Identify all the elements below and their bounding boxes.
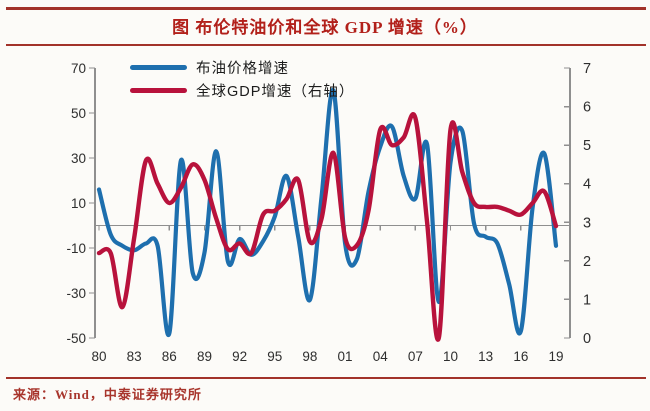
source-note: 来源：Wind，中泰证券研究所 bbox=[13, 387, 202, 402]
x-axis-label: 01 bbox=[338, 349, 353, 364]
y-axis-label-right: 6 bbox=[583, 100, 591, 116]
legend-label-oil: 布油价格增速 bbox=[196, 61, 289, 77]
x-axis-label: 89 bbox=[197, 349, 212, 364]
legend-label-gdp: 全球GDP增速（右轴） bbox=[196, 84, 355, 100]
page-title: 图 布伦特油价和全球 GDP 增速（%） bbox=[172, 18, 478, 37]
y-axis-label-right: 2 bbox=[583, 254, 591, 270]
y-axis-label-left: -10 bbox=[66, 241, 86, 256]
x-axis-label: 98 bbox=[302, 349, 317, 364]
legend-line-icon-gdp bbox=[130, 88, 187, 93]
x-axis-label: 04 bbox=[373, 349, 389, 364]
x-axis-label: 13 bbox=[478, 349, 493, 364]
gdp-growth-line bbox=[96, 112, 559, 342]
y-axis-label-right: 1 bbox=[583, 292, 591, 308]
y-axis-label-left: 10 bbox=[71, 196, 86, 211]
y-axis-label-left: 50 bbox=[71, 106, 86, 121]
y-axis-label-left: -30 bbox=[66, 286, 86, 301]
x-axis-label: 83 bbox=[127, 349, 142, 364]
x-axis-label: 80 bbox=[91, 349, 106, 364]
footer-rule bbox=[6, 377, 646, 379]
x-axis-label: 16 bbox=[513, 349, 528, 364]
y-axis-label-right: 3 bbox=[583, 215, 591, 231]
y-axis-label-left: 30 bbox=[71, 151, 86, 166]
y-axis-label-left: 70 bbox=[71, 61, 86, 76]
x-axis-label: 10 bbox=[443, 349, 458, 364]
y-axis-label-right: 5 bbox=[583, 138, 591, 154]
legend-item-oil: 布油价格增速 bbox=[130, 56, 354, 79]
top-rule bbox=[6, 7, 646, 10]
y-axis-label-right: 4 bbox=[583, 177, 591, 193]
title-underline-rule bbox=[6, 44, 646, 46]
oil-price-line bbox=[96, 88, 559, 338]
y-axis-label-right: 7 bbox=[583, 61, 591, 77]
x-axis-label: 95 bbox=[267, 349, 282, 364]
y-axis-label-left: -50 bbox=[66, 331, 86, 346]
y-axis-label-right: 0 bbox=[583, 331, 591, 347]
x-axis-label: 92 bbox=[232, 349, 247, 364]
x-axis-label: 86 bbox=[162, 349, 177, 364]
legend: 布油价格增速 全球GDP增速（右轴） bbox=[130, 56, 354, 102]
x-axis-label: 07 bbox=[408, 349, 423, 364]
x-axis-label: 19 bbox=[548, 349, 563, 364]
legend-item-gdp: 全球GDP增速（右轴） bbox=[130, 79, 354, 102]
legend-line-icon-oil bbox=[130, 65, 187, 70]
